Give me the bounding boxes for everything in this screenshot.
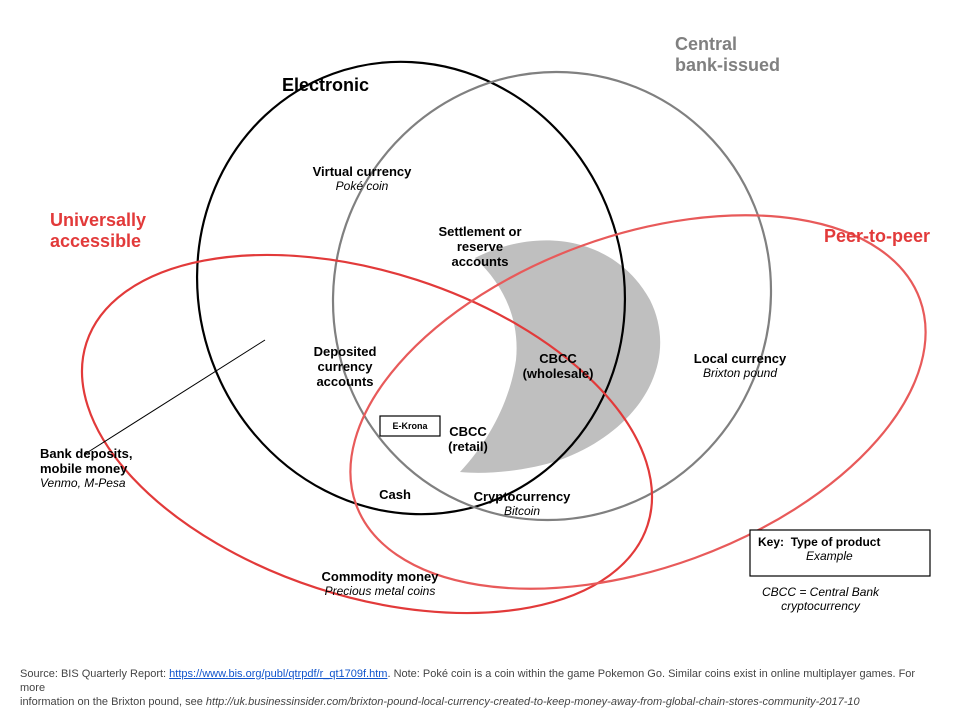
title-electronic: Electronic [282, 75, 369, 96]
svg-text:E-Krona: E-Krona [392, 421, 428, 431]
region-settlement: Settlement or reserve accounts [438, 225, 521, 270]
region-commodity: Commodity moneyPrecious metal coins [321, 570, 438, 599]
region-cbcc-retail: CBCC (retail) [448, 425, 488, 455]
region-cash: Cash [379, 488, 411, 503]
title-central-bank: Central bank-issued [675, 34, 780, 75]
diagram-stage: E-Krona Electronic Central bank-issued U… [0, 0, 953, 715]
title-universal: Universally accessible [50, 210, 146, 251]
region-crypto: CryptocurrencyBitcoin [474, 490, 571, 519]
region-virtual-currency: Virtual currencyPoké coin [313, 165, 412, 194]
key-label: Key: Type of productExample [758, 536, 880, 564]
source-link[interactable]: https://www.bis.org/publ/qtrpdf/r_qt1709… [169, 668, 387, 680]
region-bank-deposits: Bank deposits, mobile moneyVenmo, M-Pesa [40, 447, 132, 491]
source-note: Source: BIS Quarterly Report: https://ww… [20, 668, 940, 709]
region-cbcc-wholesale: CBCC (wholesale) [523, 352, 594, 382]
region-local-currency: Local currencyBrixton pound [694, 352, 787, 381]
key-footnote: CBCC = Central Bank cryptocurrency [762, 586, 879, 614]
title-p2p: Peer-to-peer [824, 226, 930, 247]
region-deposited: Deposited currency accounts [314, 345, 377, 390]
